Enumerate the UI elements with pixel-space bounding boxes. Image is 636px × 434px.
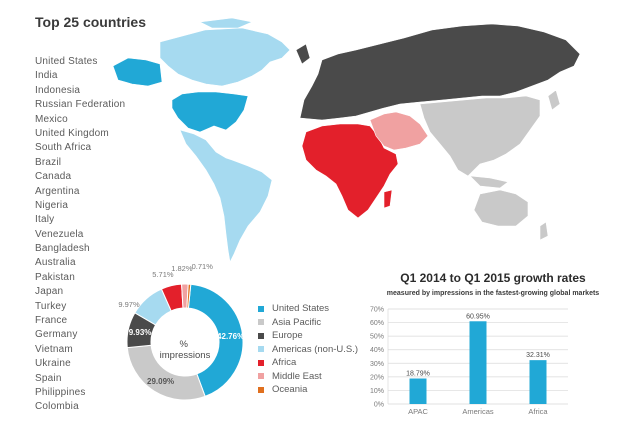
donut-value-label: 5.71% <box>152 270 174 279</box>
donut-value-label: 29.09% <box>147 377 174 386</box>
legend-item: Africa <box>258 356 358 370</box>
country-list: United States India Indonesia Russian Fe… <box>35 55 125 415</box>
x-category-label: Americas <box>462 407 494 416</box>
country-item: Venezuela <box>35 228 84 240</box>
country-item: Nigeria <box>35 199 69 211</box>
country-item: Vietnam <box>35 343 73 355</box>
bar-americas <box>469 321 487 404</box>
country-item: Philippines <box>35 386 86 398</box>
legend-item: Asia Pacific <box>258 316 358 330</box>
growth-bar-chart: 0% 10% 20% 30% 40% 50% 60% 70% 18.79% APAC 60.95% A… <box>370 307 568 416</box>
country-item: South Africa <box>35 142 92 154</box>
country-item: Russian Federation <box>35 99 126 111</box>
country-item: Turkey <box>35 300 67 312</box>
donut-legend: United States Asia Pacific Europe Americ… <box>258 302 358 397</box>
country-item: Ukraine <box>35 358 71 370</box>
bar-africa <box>529 360 547 404</box>
donut-value-label: 0.71% <box>192 262 214 271</box>
legend-swatch <box>258 346 264 353</box>
country-item: Australia <box>35 257 76 269</box>
country-item: Colombia <box>35 401 79 413</box>
country-item: France <box>35 315 68 327</box>
donut-value-label: 42.76% <box>217 332 244 341</box>
country-item: Indonesia <box>35 84 81 96</box>
country-item: Germany <box>35 329 78 341</box>
country-item: Mexico <box>35 113 68 125</box>
map-region-north-america <box>159 18 291 87</box>
chart-title: Top 25 countries <box>35 14 146 30</box>
donut-value-label: 1.82% <box>171 264 193 273</box>
map-region-africa <box>301 123 399 219</box>
legend-item: Americas (non-U.S.) <box>258 343 358 357</box>
legend-swatch <box>258 373 264 380</box>
donut-center-label-line-2: impressions <box>160 350 211 361</box>
legend-item: Oceania <box>258 383 358 397</box>
bar-apac <box>409 378 427 404</box>
legend-label: Middle East <box>272 370 322 382</box>
map-region-middle-east <box>369 111 429 151</box>
y-tick-label: 20% <box>370 374 384 381</box>
world-map <box>112 18 581 263</box>
legend-label: Oceania <box>272 384 308 395</box>
y-tick-label: 0% <box>374 402 384 409</box>
y-tick-label: 50% <box>370 334 384 341</box>
x-category-label: APAC <box>408 407 428 416</box>
y-tick-label: 60% <box>370 320 384 327</box>
x-category-label: Africa <box>528 407 548 416</box>
country-item: Italy <box>35 214 55 226</box>
y-tick-label: 40% <box>370 347 384 354</box>
legend-swatch <box>258 332 264 339</box>
bar-value-label: 60.95% <box>466 313 490 320</box>
country-item: India <box>35 70 58 82</box>
y-tick-label: 10% <box>370 388 384 395</box>
bar-chart-subtitle: measured by impressions in the fastest-g… <box>386 290 600 297</box>
country-item: Japan <box>35 286 64 298</box>
country-item: United States <box>35 56 98 67</box>
y-tick-label: 30% <box>370 361 384 368</box>
map-region-latin-america <box>179 129 273 263</box>
legend-item: Middle East <box>258 370 358 384</box>
donut-slice-united-states <box>187 283 244 398</box>
bar-chart-title: Q1 2014 to Q1 2015 growth rates <box>400 271 586 285</box>
legend-swatch <box>258 319 264 326</box>
map-region-europe-russia <box>295 23 581 121</box>
map-region-asia-pacific <box>419 89 561 241</box>
donut-center-label-line-1: % <box>179 339 188 350</box>
donut-value-label: 9.97% <box>118 300 140 309</box>
legend-label: Americas (non-U.S.) <box>272 343 359 355</box>
legend-item: United States <box>258 302 358 316</box>
legend-label: Europe <box>272 330 303 341</box>
legend-swatch <box>258 386 264 393</box>
map-region-united-states <box>112 57 249 133</box>
country-item: United Kingdom <box>35 127 109 139</box>
country-item: Canada <box>35 171 72 183</box>
country-item: Bangladesh <box>35 243 90 255</box>
country-item: Pakistan <box>35 271 75 283</box>
legend-label: Asia Pacific <box>272 316 322 328</box>
impressions-donut-chart: % impressions 42.76% 29.09% 9.93% 9.97% 5.71… <box>118 262 244 401</box>
country-item: Brazil <box>35 156 62 168</box>
donut-value-label: 9.93% <box>129 328 152 337</box>
y-tick-label: 70% <box>370 307 384 314</box>
legend-swatch <box>258 359 264 366</box>
bar-value-label: 32.31% <box>526 352 550 359</box>
legend-swatch <box>258 305 264 312</box>
country-item: Spain <box>35 372 62 384</box>
legend-item: Europe <box>258 329 358 343</box>
donut-center-label: % impressions <box>160 339 211 361</box>
legend-label: United States <box>272 303 330 314</box>
legend-label: Africa <box>272 357 297 368</box>
donut-slice-oceania <box>186 283 192 309</box>
bar-value-label: 18.79% <box>406 370 430 377</box>
country-item: Argentina <box>35 185 80 197</box>
